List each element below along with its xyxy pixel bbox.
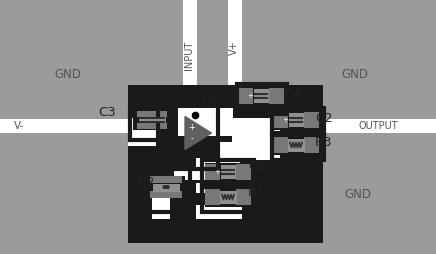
Bar [254,89,269,103]
Bar [304,137,319,153]
Bar [238,88,253,104]
Bar [289,113,304,127]
Text: OUTPUT: OUTPUT [358,121,398,131]
Bar [174,170,242,180]
Bar [196,183,242,193]
Bar [221,165,236,179]
Text: C1: C1 [248,161,266,173]
Bar [196,158,240,178]
Bar [139,117,166,123]
Text: C2: C2 [315,112,333,124]
Bar [238,87,284,106]
Text: -: - [190,134,193,143]
Bar [196,205,242,219]
Bar [150,192,182,198]
Bar [128,118,160,146]
Text: V-: V- [14,121,24,131]
Text: +: + [282,117,288,123]
Text: GND: GND [344,188,371,201]
Bar [144,160,190,212]
Bar [0,119,165,133]
Bar [178,108,233,136]
Bar [269,88,284,104]
Bar [205,164,220,180]
Bar [152,205,170,219]
Bar [202,160,254,187]
Bar [150,176,182,183]
Bar [202,185,254,212]
Text: +: + [214,169,220,175]
Bar [236,164,251,180]
Bar [205,189,220,205]
Bar [218,142,280,160]
Text: R1: R1 [248,186,266,199]
Bar [237,84,287,114]
Text: R2: R2 [138,176,156,188]
Bar [153,184,180,192]
Bar [205,188,251,207]
Bar [130,108,172,140]
Bar [205,163,251,182]
Text: GND: GND [341,69,368,82]
Bar [285,119,436,133]
Polygon shape [185,117,211,150]
Bar [272,133,324,160]
Bar [228,0,242,130]
Bar [183,0,197,145]
Bar [147,176,185,198]
Bar [128,85,323,243]
Text: INPUT: INPUT [184,40,194,70]
Bar [137,111,167,117]
Text: U1: U1 [202,99,220,112]
Bar [273,112,288,128]
Bar [158,104,218,169]
Bar [232,118,280,144]
Bar [220,191,237,204]
Bar [304,112,319,128]
Bar [236,189,251,205]
Bar [273,137,288,153]
Text: +: + [188,123,195,132]
Text: C4: C4 [283,88,301,102]
Bar [272,108,324,135]
Text: C3: C3 [98,105,116,119]
Text: GND: GND [54,69,82,82]
Bar [137,123,167,129]
Bar [273,136,319,155]
Bar [288,139,305,152]
Text: +: + [247,93,253,99]
Bar [133,111,171,130]
Text: V+: V+ [229,41,239,55]
Text: R3: R3 [315,136,333,150]
Bar [152,183,170,211]
Bar [273,111,319,130]
